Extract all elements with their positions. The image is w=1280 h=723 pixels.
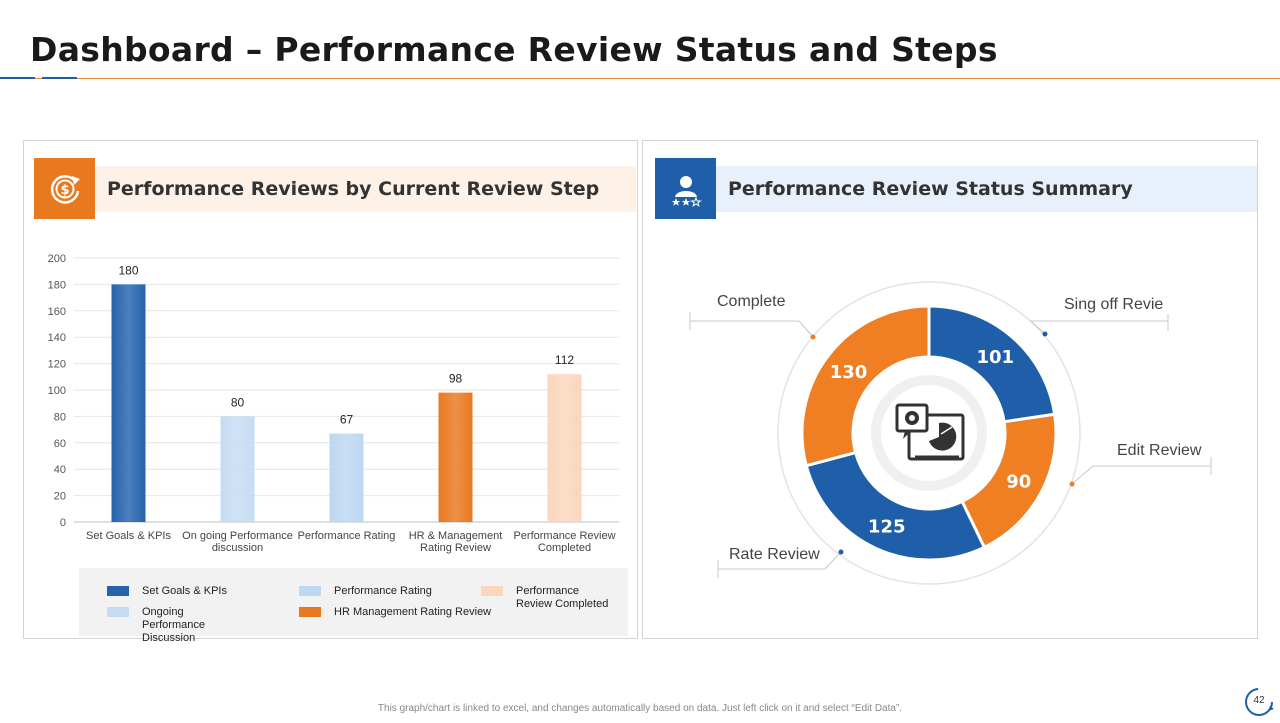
donut-slice [804, 450, 987, 562]
donut-chart-panel: Performance Review Status Summary 101 Sin… [642, 140, 1258, 639]
x-tick-label: Set Goals & KPIs [86, 530, 171, 542]
header-band [655, 166, 1257, 212]
y-tick-label: 200 [48, 253, 66, 265]
y-tick-label: 40 [54, 464, 66, 476]
bar [111, 284, 146, 522]
y-tick-label: 80 [54, 411, 66, 423]
slice-callout: Edit Review [1069, 442, 1212, 487]
bar-chart-title: Performance Reviews by Current Review St… [107, 177, 600, 200]
legend-item: HR Management Rating Review [299, 606, 491, 619]
slice-callout: Sing off Revie [1029, 296, 1169, 337]
slice-category-label: Complete [717, 293, 786, 310]
title-divider [0, 78, 1280, 79]
bar-value-label: 80 [231, 395, 245, 409]
slice-value-label: 125 [868, 516, 906, 537]
donut-slice [927, 304, 1057, 424]
slice-value-label: 130 [830, 362, 868, 383]
y-tick-label: 180 [48, 279, 66, 291]
legend-label: Set Goals & KPIs [142, 585, 227, 597]
legend-label: Performance Review Completed [516, 585, 609, 610]
title-accent-right [42, 77, 77, 79]
bar-value-label: 98 [449, 372, 463, 386]
callout-leader [1071, 465, 1211, 485]
y-tick-label: 20 [54, 491, 66, 503]
title-accent-left [0, 77, 35, 79]
gear-chart-monitor-icon [895, 403, 965, 461]
legend-label: Ongoing Performance Discussion [142, 606, 205, 644]
page-title: Dashboard – Performance Review Status an… [30, 30, 998, 69]
callout-leader [690, 320, 814, 338]
slice-value-label: 90 [1006, 471, 1031, 492]
legend-swatch [107, 586, 129, 596]
x-tick-label: On going Performance discussion [182, 530, 293, 554]
legend-item: Performance Review Completed [481, 585, 609, 611]
slice-value-label: 101 [976, 347, 1014, 368]
callout-dot [810, 334, 816, 340]
footnote: This graph/chart is linked to excel, and… [377, 703, 903, 714]
page-number-badge: 42 [1243, 686, 1275, 718]
legend-label: HR Management Rating Review [334, 606, 492, 618]
callout-dot [1069, 481, 1075, 487]
bar-value-label: 180 [118, 263, 138, 277]
legend-swatch [299, 586, 321, 596]
donut-slice [800, 304, 931, 468]
bar [438, 392, 473, 522]
bar-chart: 0 20 40 60 80 100 120 140 160 180 200 180 Set Goals … [48, 253, 619, 554]
refresh-circle-icon [1245, 688, 1274, 716]
x-tick-label: HR & Management Rating Review [409, 530, 503, 554]
page-number: 42 [1253, 695, 1265, 706]
slice-category-label: Rate Review [729, 546, 820, 563]
slice-category-label: Sing off Revie [1064, 296, 1163, 313]
legend-swatch [299, 607, 321, 617]
callout-dot [1042, 331, 1048, 337]
bar-value-label: 67 [340, 413, 354, 427]
callout-leader [1029, 320, 1168, 335]
callout-dot [838, 549, 844, 555]
slice-callout: Rate Review [717, 546, 844, 578]
legend-label: Performance Rating [334, 585, 432, 597]
donut-chart-title: Performance Review Status Summary [728, 177, 1133, 200]
y-tick-label: 160 [48, 306, 66, 318]
bar-chart-panel-header: $ Performance Reviews by Current Review … [34, 158, 636, 219]
y-tick-label: 100 [48, 385, 66, 397]
user-rating-icon [655, 158, 716, 219]
legend-item: Performance Rating [299, 585, 432, 598]
slice-callout: Complete [689, 293, 816, 340]
y-tick-label: 120 [48, 359, 66, 371]
header-band [34, 166, 636, 212]
bar [220, 416, 255, 522]
legend-swatch [107, 607, 129, 617]
donut-chart: 101 Sing off Revie 90 Edit Review 125 Rate Re… [689, 281, 1212, 585]
legend-item: Set Goals & KPIs [107, 585, 227, 598]
callout-leader [718, 551, 842, 570]
dollar-cycle-icon: $ [34, 158, 95, 219]
x-tick-label: Performance Rating [298, 530, 396, 542]
bar [329, 433, 364, 522]
slice-category-label: Edit Review [1117, 442, 1202, 459]
y-tick-label: 140 [48, 332, 66, 344]
bar-value-label: 112 [555, 353, 574, 367]
legend-item: Ongoing Performance Discussion [107, 606, 247, 645]
legend-swatch [481, 586, 503, 596]
donut-chart-panel-header: Performance Review Status Summary [655, 158, 1257, 219]
bar-chart-panel: $ Performance Reviews by Current Review … [23, 140, 638, 644]
svg-text:$: $ [60, 183, 69, 198]
bar-chart-legend: Set Goals & KPIs Ongoing Performance Dis… [79, 568, 628, 644]
x-tick-label: Performance Review Completed [513, 530, 615, 554]
donut-segments [800, 304, 1058, 562]
bar [547, 374, 582, 522]
y-tick-label: 0 [60, 517, 66, 529]
y-tick-label: 60 [54, 438, 66, 450]
